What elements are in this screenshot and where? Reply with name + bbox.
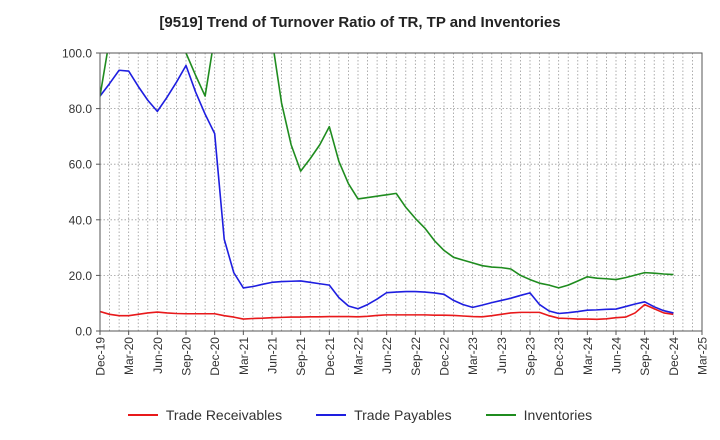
x-tick-label: Jun-24 [610,337,624,374]
y-tick-label: 0.0 [75,325,92,339]
legend-swatch [485,414,516,416]
legend-swatch [316,414,347,416]
x-tick-label: Jun-22 [380,337,394,374]
x-tick-label: Jun-20 [151,337,165,374]
x-tick-label: Sep-21 [294,337,308,376]
legend-label: Inventories [523,407,593,423]
x-tick-label: Dec-20 [208,337,222,376]
series-lines [100,53,674,321]
legend-label: Trade Receivables [165,407,283,423]
x-tick-label: Sep-22 [409,337,423,376]
x-tick-label: Mar-22 [352,337,366,375]
y-tick-label: 80.0 [69,102,93,116]
x-tick-label: Mar-21 [237,337,251,375]
grid-lines [100,53,702,331]
y-tick-label: 100.0 [62,47,92,61]
series-line-2 [100,53,674,289]
x-tick-label: Mar-20 [122,337,136,375]
x-tick-label: Sep-23 [524,337,538,376]
x-tick-label: Dec-24 [667,337,681,376]
x-tick-label: Sep-24 [638,337,652,376]
legend-item: Trade Payables [316,407,452,423]
y-tick-label: 60.0 [69,158,93,172]
x-tick-label: Dec-21 [323,337,337,376]
x-tick-label: Mar-24 [581,337,595,375]
x-tick-label: Jun-23 [495,337,509,374]
x-tick-label: Dec-22 [438,337,452,376]
x-tick-label: Jun-21 [266,337,280,374]
y-tick-label: 40.0 [69,213,93,227]
series-line-1 [100,64,674,315]
x-tick-label: Mar-23 [466,337,480,375]
legend-item: Trade Receivables [127,407,283,423]
x-tick-label: Sep-20 [180,337,194,376]
legend-item: Inventories [485,407,593,423]
chart-title: [9519] Trend of Turnover Ratio of TR, TP… [159,14,561,31]
plot-frame [99,52,703,332]
series-line-0 [100,303,674,321]
legend: Trade Receivables Trade Payables Inventori… [0,404,720,426]
x-tick-label: Mar-25 [696,337,710,375]
tick-labels: 0.0 20.0 40.0 60.0 80.0 100.0 Dec-19 Mar-20 Jun-… [62,47,710,376]
legend-swatch [127,414,158,416]
legend-label: Trade Payables [354,407,452,423]
x-tick-label: Dec-23 [552,337,566,376]
y-tick-label: 20.0 [69,269,93,283]
axes [96,52,703,335]
x-tick-label: Dec-19 [94,337,108,376]
